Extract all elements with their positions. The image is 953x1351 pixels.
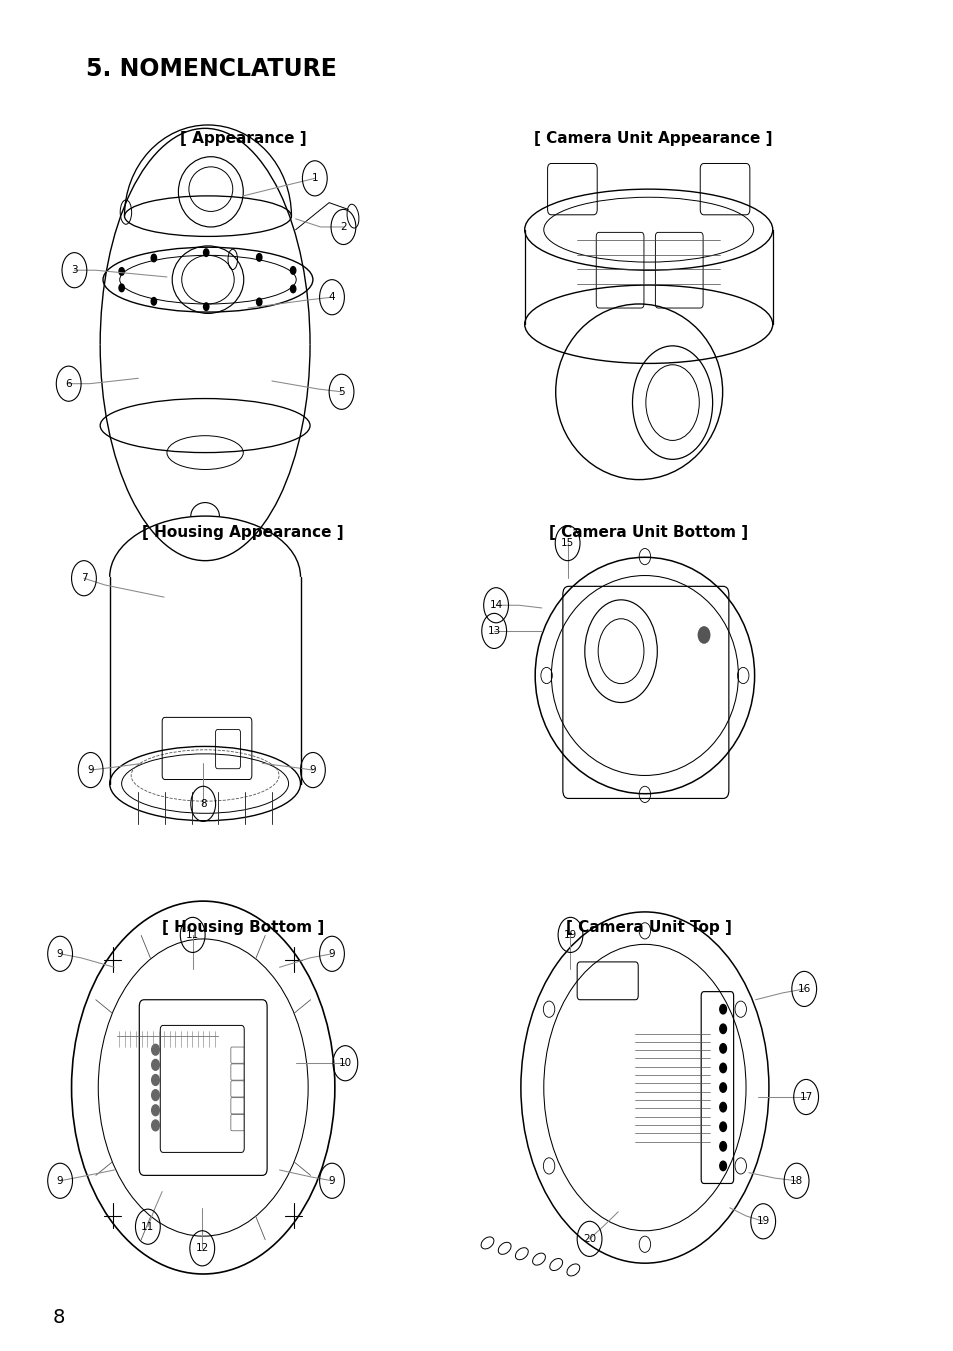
Text: 3: 3 [71, 265, 77, 276]
Text: 12: 12 [195, 1243, 209, 1254]
Text: 8: 8 [200, 798, 206, 809]
Text: [ Camera Unit Bottom ]: [ Camera Unit Bottom ] [549, 526, 747, 540]
Text: 9: 9 [57, 948, 63, 959]
Text: 16: 16 [797, 984, 810, 994]
Circle shape [151, 297, 156, 305]
Text: [ Camera Unit Appearance ]: [ Camera Unit Appearance ] [534, 131, 772, 146]
Text: 5: 5 [338, 386, 344, 397]
Text: 10: 10 [338, 1058, 352, 1069]
Text: [ Housing Bottom ]: [ Housing Bottom ] [162, 920, 324, 935]
Text: 19: 19 [563, 929, 577, 940]
Circle shape [151, 254, 156, 262]
Circle shape [290, 266, 295, 274]
Text: 9: 9 [310, 765, 315, 775]
Circle shape [719, 1161, 726, 1170]
Text: 14: 14 [489, 600, 502, 611]
Circle shape [203, 249, 209, 257]
Circle shape [719, 1142, 726, 1151]
Text: 11: 11 [141, 1221, 154, 1232]
Text: 8: 8 [52, 1308, 65, 1327]
Circle shape [256, 299, 262, 305]
Text: 17: 17 [799, 1092, 812, 1102]
Circle shape [698, 627, 709, 643]
Text: 18: 18 [789, 1175, 802, 1186]
Circle shape [719, 1024, 726, 1034]
Circle shape [203, 303, 209, 311]
Circle shape [152, 1074, 159, 1085]
Text: [ Appearance ]: [ Appearance ] [180, 131, 306, 146]
Circle shape [119, 284, 124, 292]
Text: 1: 1 [312, 173, 317, 184]
Text: 13: 13 [487, 626, 500, 636]
Text: 7: 7 [81, 573, 87, 584]
Circle shape [152, 1105, 159, 1116]
Text: [ Camera Unit Top ]: [ Camera Unit Top ] [565, 920, 731, 935]
Circle shape [119, 267, 124, 276]
Text: 20: 20 [582, 1233, 596, 1244]
Text: [ Housing Appearance ]: [ Housing Appearance ] [142, 526, 344, 540]
Circle shape [290, 285, 295, 293]
Circle shape [256, 254, 262, 261]
Circle shape [152, 1090, 159, 1101]
Text: 4: 4 [329, 292, 335, 303]
Circle shape [719, 1005, 726, 1013]
Circle shape [152, 1059, 159, 1070]
Circle shape [152, 1120, 159, 1131]
Circle shape [719, 1063, 726, 1073]
Text: 9: 9 [88, 765, 93, 775]
Text: 9: 9 [329, 948, 335, 959]
Text: 5. NOMENCLATURE: 5. NOMENCLATURE [86, 57, 336, 81]
Circle shape [719, 1084, 726, 1092]
Text: 2: 2 [340, 222, 346, 232]
Text: 19: 19 [756, 1216, 769, 1227]
Text: 9: 9 [57, 1175, 63, 1186]
Text: 11: 11 [186, 929, 199, 940]
Text: 6: 6 [66, 378, 71, 389]
Circle shape [719, 1121, 726, 1132]
Text: 9: 9 [329, 1175, 335, 1186]
Circle shape [152, 1044, 159, 1055]
Text: 15: 15 [560, 538, 574, 549]
Circle shape [719, 1043, 726, 1054]
Circle shape [719, 1102, 726, 1112]
